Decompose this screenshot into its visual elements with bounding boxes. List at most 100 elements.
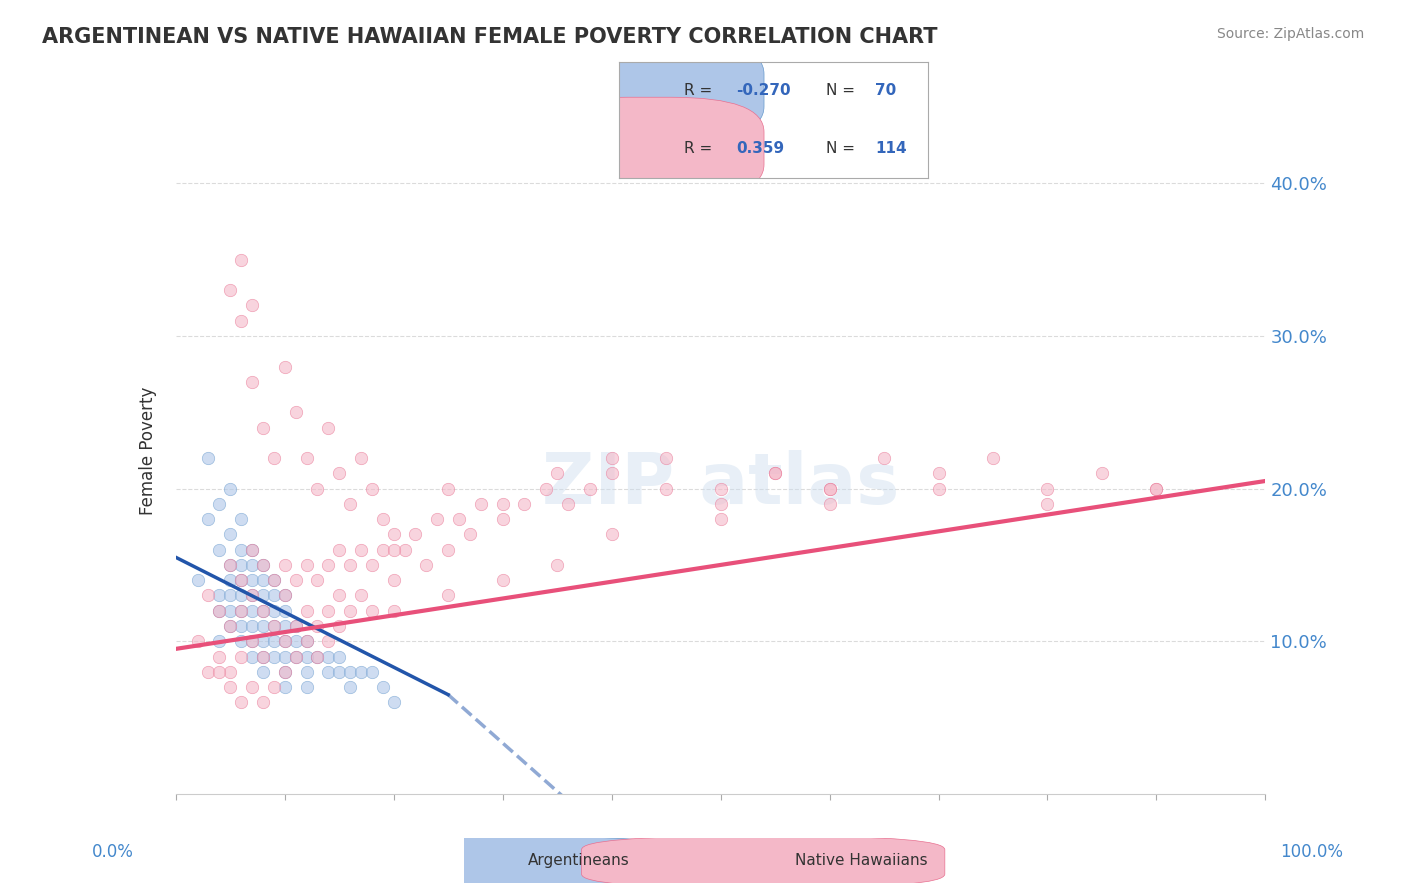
Point [318, 634, 340, 648]
Point [240, 634, 263, 648]
Point [350, 589, 373, 603]
Point [252, 634, 274, 648]
Point [240, 558, 263, 572]
Point [295, 634, 318, 648]
Point [470, 497, 492, 511]
Point [655, 451, 678, 466]
Point [371, 680, 394, 694]
Point [231, 512, 253, 526]
Point [360, 665, 382, 679]
Point [1036, 497, 1059, 511]
Point [1144, 482, 1167, 496]
Point [274, 665, 297, 679]
Point [231, 252, 253, 267]
Point [328, 649, 350, 664]
Point [546, 467, 568, 481]
Point [231, 604, 253, 618]
Point [360, 558, 382, 572]
Text: Source: ZipAtlas.com: Source: ZipAtlas.com [1216, 27, 1364, 41]
Point [339, 665, 361, 679]
Point [197, 512, 219, 526]
Point [197, 451, 219, 466]
Point [339, 680, 361, 694]
Point [263, 619, 285, 633]
Point [240, 375, 263, 389]
Point [208, 665, 231, 679]
Point [600, 451, 623, 466]
Point [710, 497, 733, 511]
Point [274, 619, 297, 633]
Point [579, 482, 602, 496]
Point [231, 619, 253, 633]
Point [219, 665, 242, 679]
Point [274, 604, 297, 618]
Point [219, 589, 242, 603]
Point [307, 619, 329, 633]
Point [231, 558, 253, 572]
Point [263, 451, 285, 466]
FancyBboxPatch shape [536, 39, 763, 141]
Point [252, 665, 274, 679]
Point [240, 573, 263, 587]
Point [263, 573, 285, 587]
Point [252, 619, 274, 633]
Point [231, 589, 253, 603]
Text: 100.0%: 100.0% [1279, 843, 1343, 861]
Point [219, 558, 242, 572]
Text: ARGENTINEAN VS NATIVE HAWAIIAN FEMALE POVERTY CORRELATION CHART: ARGENTINEAN VS NATIVE HAWAIIAN FEMALE PO… [42, 27, 938, 46]
Point [263, 634, 285, 648]
Point [274, 634, 297, 648]
Text: -0.270: -0.270 [737, 83, 790, 98]
Point [240, 589, 263, 603]
Text: R =: R = [683, 83, 717, 98]
Point [208, 497, 231, 511]
Point [492, 512, 515, 526]
Point [981, 451, 1004, 466]
Point [557, 497, 579, 511]
Point [274, 359, 297, 374]
Point [710, 512, 733, 526]
Point [252, 604, 274, 618]
Point [339, 604, 361, 618]
Point [295, 634, 318, 648]
Point [252, 604, 274, 618]
Point [274, 680, 297, 694]
Point [382, 573, 405, 587]
Point [219, 482, 242, 496]
Point [263, 649, 285, 664]
Point [231, 695, 253, 709]
Point [197, 665, 219, 679]
Point [197, 589, 219, 603]
Point [240, 604, 263, 618]
Point [240, 542, 263, 557]
Point [818, 497, 841, 511]
Text: N =: N = [825, 83, 859, 98]
Point [231, 649, 253, 664]
Point [252, 649, 274, 664]
Text: 70: 70 [876, 83, 897, 98]
Point [763, 467, 786, 481]
Point [263, 573, 285, 587]
Point [284, 619, 307, 633]
Point [382, 542, 405, 557]
Point [1091, 467, 1114, 481]
Point [240, 298, 263, 312]
Point [873, 451, 896, 466]
Point [307, 649, 329, 664]
Point [437, 589, 460, 603]
Point [818, 482, 841, 496]
Text: 0.359: 0.359 [737, 141, 785, 156]
Point [437, 482, 460, 496]
Point [240, 649, 263, 664]
Point [219, 680, 242, 694]
Point [328, 542, 350, 557]
Point [307, 649, 329, 664]
Point [231, 542, 253, 557]
Point [307, 482, 329, 496]
Point [231, 634, 253, 648]
Point [928, 467, 950, 481]
Point [339, 497, 361, 511]
FancyBboxPatch shape [536, 97, 763, 199]
Point [295, 451, 318, 466]
Point [284, 573, 307, 587]
